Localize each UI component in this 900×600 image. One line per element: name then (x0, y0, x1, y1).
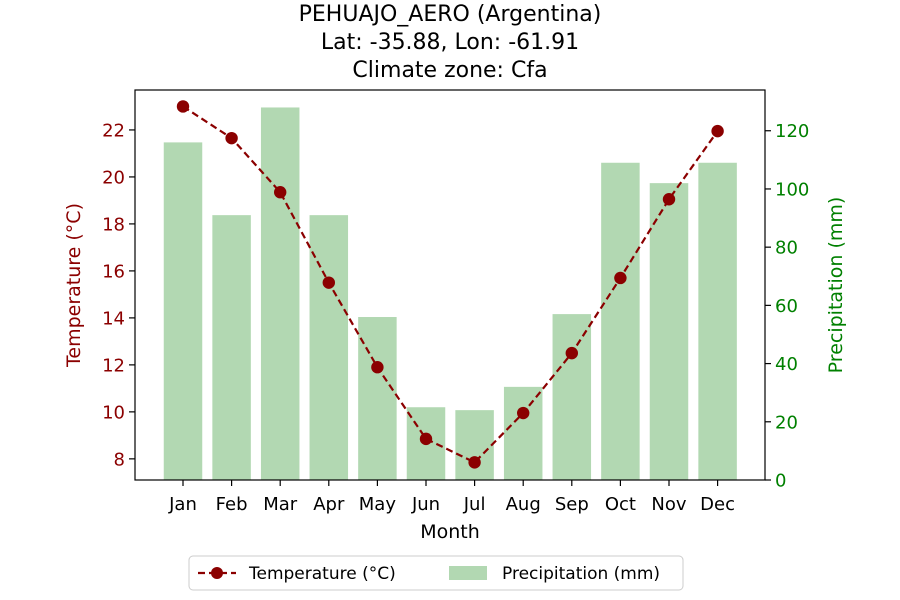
precip-bar-jan (163, 142, 203, 480)
temp-tick-label-20: 20 (102, 167, 125, 188)
legend-precipitation-label: Precipitation (mm) (502, 564, 660, 584)
temp-tick-label-10: 10 (102, 402, 125, 423)
precip-bar-apr (309, 215, 349, 481)
month-label-feb: Feb (216, 494, 248, 515)
precipitation-axis: 0 20 40 60 80 100 120 (765, 121, 809, 492)
legend-temperature-marker (211, 567, 223, 579)
month-label-nov: Nov (651, 494, 686, 515)
temp-point-mar (274, 185, 287, 199)
month-label-mar: Mar (263, 494, 298, 515)
temp-point-may (371, 361, 384, 374)
temp-point-aug (517, 406, 530, 420)
temp-tick-label-16: 16 (102, 261, 125, 282)
month-label-sep: Sep (555, 494, 589, 515)
precip-bar-mar (260, 107, 300, 481)
month-label-may: May (359, 494, 397, 515)
month-label-jul: Jul (463, 494, 486, 515)
month-label-apr: Apr (313, 494, 345, 515)
month-label-jan: Jan (168, 494, 197, 515)
chart-title: PEHUAJO_AERO (Argentina) Lat: -35.88, Lo… (299, 2, 602, 83)
temperature-series (176, 100, 724, 469)
temp-point-apr (322, 276, 335, 289)
precip-tick-label-20: 20 (775, 412, 798, 433)
month-axis: Jan Feb Mar Apr May Jun Jul Aug Sep Oct Nov Dec (168, 480, 735, 515)
precip-tick-label-100: 100 (775, 179, 809, 200)
temp-tick-label-12: 12 (102, 355, 125, 376)
precip-bar-jul (455, 410, 494, 480)
temp-point-nov (662, 193, 676, 206)
precip-tick-label-0: 0 (775, 471, 786, 492)
legend-precipitation-swatch (449, 566, 487, 580)
legend-box (188, 555, 684, 591)
precip-bar-may (358, 317, 397, 480)
legend-temperature-label: Temperature (°C) (248, 564, 396, 584)
precip-tick-label-120: 120 (775, 121, 809, 142)
precip-bar-nov (649, 183, 689, 480)
temperature-line (182, 105, 719, 464)
title-climate-zone: Climate zone: Cfa (352, 58, 547, 83)
temp-point-dec (711, 124, 724, 138)
precip-bar-oct (601, 162, 640, 480)
chart-legend: Temperature (°C) Precipitation (mm) (188, 555, 684, 591)
precipitation-axis-label: Precipitation (mm) (825, 197, 847, 374)
temp-point-jul (468, 456, 481, 469)
precip-tick-label-80: 80 (775, 238, 798, 259)
precip-bar-feb (212, 215, 251, 481)
temp-tick-label-8: 8 (114, 449, 125, 470)
precip-tick-label-40: 40 (775, 354, 798, 375)
month-label-dec: Dec (700, 494, 735, 515)
temp-point-jun (419, 432, 433, 446)
x-axis-label: Month (420, 521, 480, 543)
temperature-axis-label: Temperature (°C) (63, 203, 85, 368)
precip-bar-sep (552, 314, 592, 480)
temp-tick-label-18: 18 (102, 214, 125, 235)
temp-point-feb (225, 131, 238, 145)
plot-frame (134, 89, 766, 481)
title-coordinates: Lat: -35.88, Lon: -61.91 (321, 30, 579, 55)
precip-tick-label-60: 60 (775, 296, 798, 317)
temp-point-jan (176, 100, 190, 113)
temp-point-sep (565, 346, 578, 360)
temp-tick-label-14: 14 (102, 308, 125, 329)
temp-point-oct (614, 271, 627, 285)
temp-tick-label-22: 22 (102, 120, 125, 141)
month-label-jun: Jun (411, 494, 440, 515)
precip-bar-dec (698, 162, 737, 480)
month-label-aug: Aug (506, 494, 541, 515)
precip-bar-aug (503, 386, 543, 480)
temperature-axis: 8 10 12 14 16 18 20 22 (102, 120, 135, 470)
title-station: PEHUAJO_AERO (Argentina) (299, 2, 602, 27)
precipitation-bars (163, 107, 737, 481)
month-label-oct: Oct (605, 494, 636, 515)
